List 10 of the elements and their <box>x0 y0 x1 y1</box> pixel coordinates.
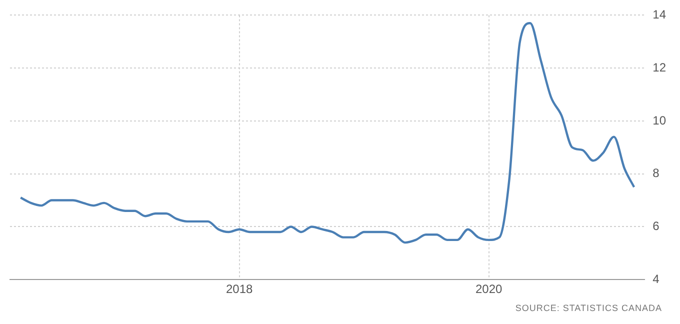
y-tick-label: 6 <box>652 219 660 234</box>
y-tick-label: 4 <box>652 272 660 286</box>
line-series <box>19 22 636 244</box>
x-tick-label: 2018 <box>226 282 253 296</box>
y-tick-label: 14 <box>652 8 666 22</box>
x-tick-label: 2020 <box>475 282 502 296</box>
source-note: SOURCE: STATISTICS CANADA <box>515 303 662 313</box>
y-tick-label: 8 <box>652 166 660 180</box>
y-tick-label: 10 <box>652 113 666 128</box>
y-tick-label: 12 <box>652 60 666 74</box>
